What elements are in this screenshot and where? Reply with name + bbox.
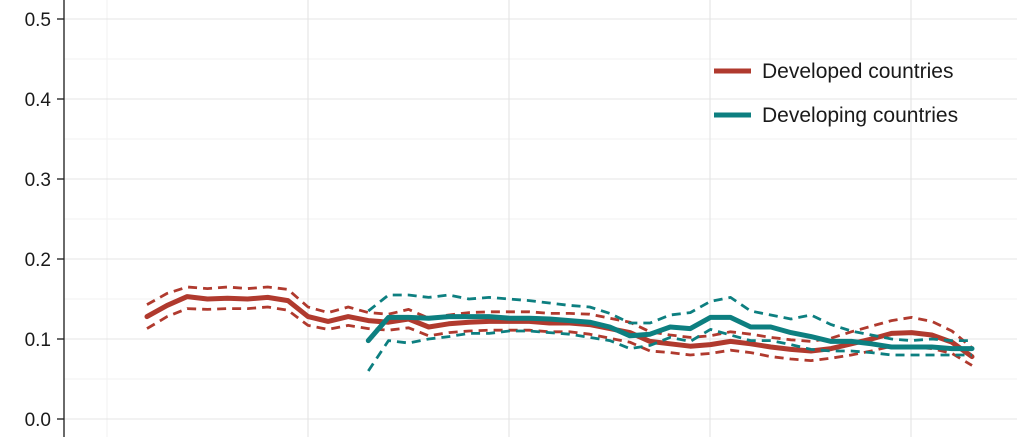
y-tick-label: 0.5 [25,10,51,31]
y-tick-label: 0.3 [25,170,51,191]
series-line-0 [144,294,975,360]
series-line-3 [365,314,975,352]
y-axis: 0.0 0.1 0.2 0.3 0.4 0.5 [25,10,64,431]
plot-panel [64,0,1017,437]
series-layer [144,285,975,372]
y-tick-label: 0.0 [25,410,51,431]
y-tick-label: 0.1 [25,330,51,351]
y-tick-label: 0.2 [25,250,51,271]
legend-label: Developed countries [762,60,953,83]
legend-label: Developing countries [762,104,958,127]
series-ci-line-5 [367,328,972,372]
series-ci-line-2 [146,305,973,367]
y-tick-label: 0.4 [25,90,52,111]
series-ci-line-4 [367,293,972,342]
legend: Developed countries Developing countries [714,60,958,127]
major-gridlines [64,0,1017,437]
series-ci-line-1 [146,285,973,349]
